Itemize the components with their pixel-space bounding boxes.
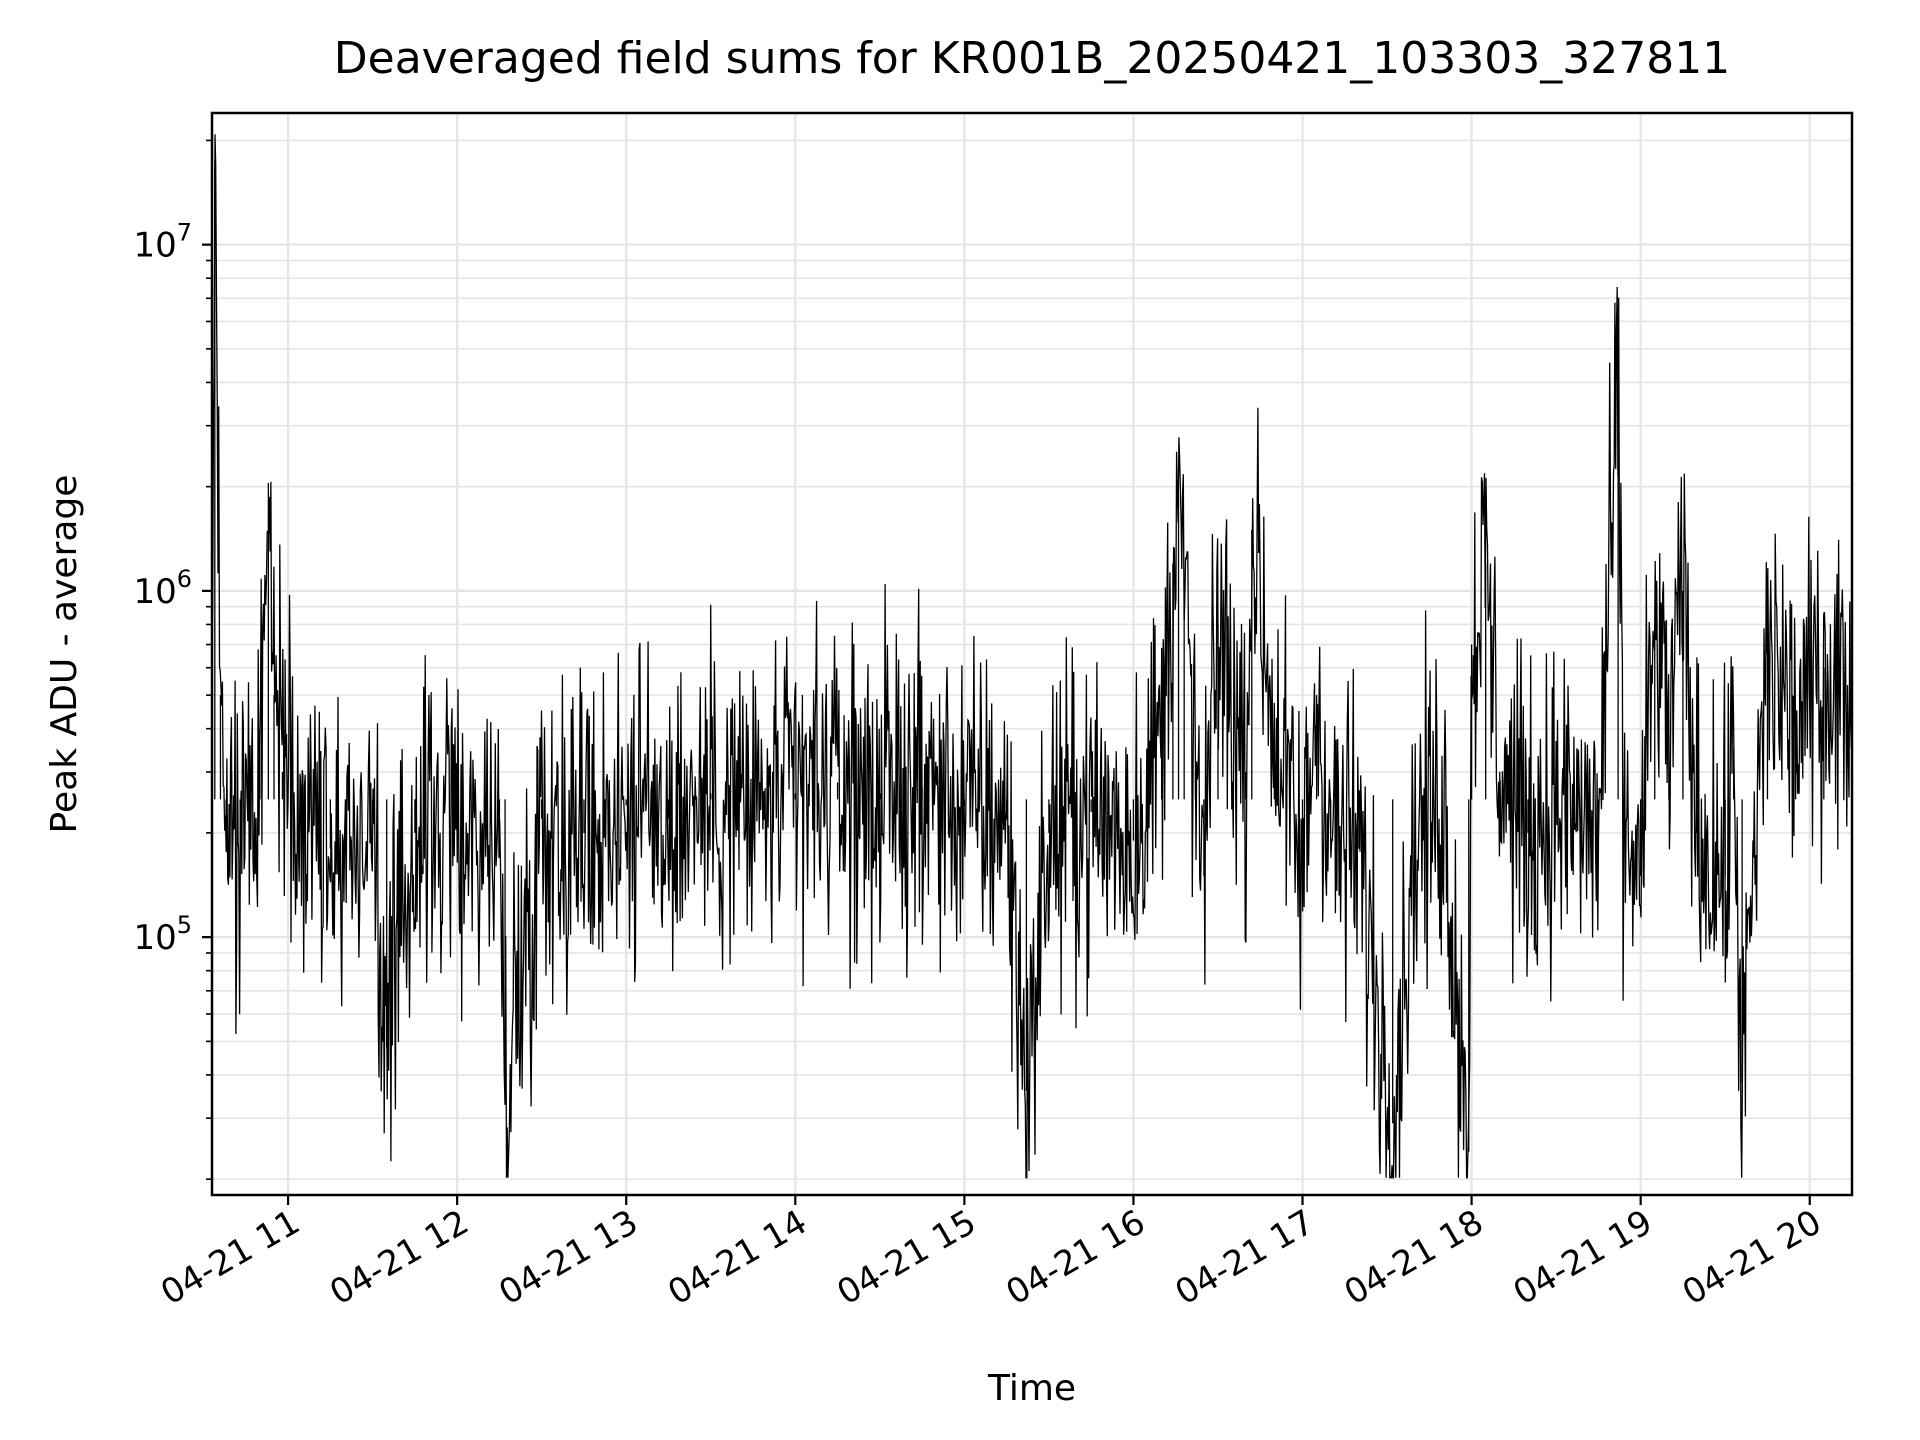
y-tick-mantissa: 10 [133,572,176,612]
y-tick-label: 105 [133,911,192,958]
y-tick-label: 107 [133,219,192,266]
y-tick-mantissa: 10 [133,226,176,266]
y-axis-label: Peak ADU - average [44,475,85,834]
x-axis-label: Time [987,1368,1076,1409]
y-tick-exponent: 6 [177,565,192,593]
y-tick-label: 106 [133,565,192,612]
y-tick-exponent: 5 [177,911,192,939]
series-line [211,134,1853,1179]
series-layer [211,134,1853,1179]
y-tick-exponent: 7 [177,219,192,247]
grid-major [212,113,1852,1195]
y-tick-mantissa: 10 [133,918,176,958]
plot-area-frame [210,111,1854,1197]
chart-title: Deaveraged field sums for KR001B_2025042… [334,33,1730,84]
